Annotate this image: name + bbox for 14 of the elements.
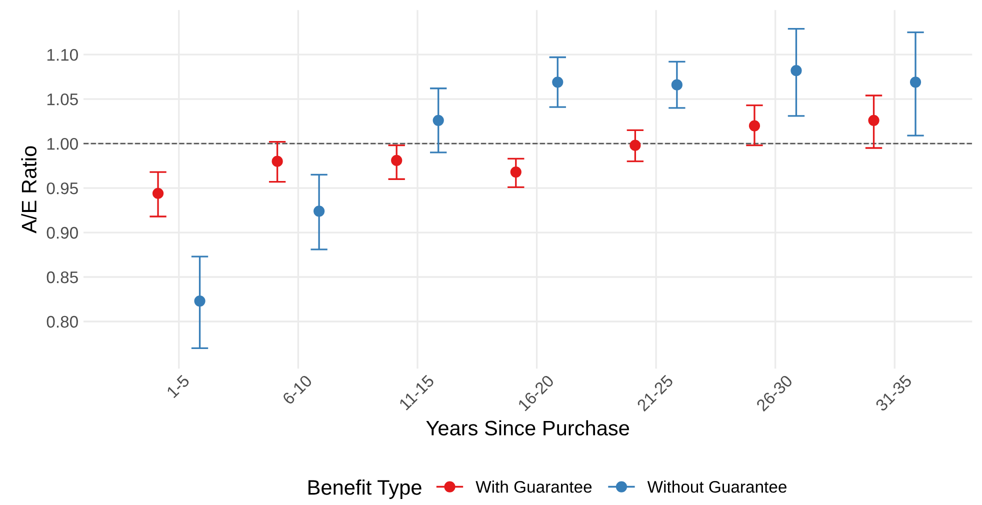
y-tick-label: 0.85	[46, 271, 78, 284]
x-axis-title: Years Since Purchase	[426, 420, 630, 436]
y-tick-label: 0.95	[46, 182, 78, 194]
legend-title: Benefit Type	[308, 480, 422, 499]
legend-label: Without Guarantee	[647, 480, 786, 493]
legend-label: With Guarantee	[476, 480, 592, 493]
y-tick-label: 1.10	[47, 48, 78, 61]
y-tick-label: 0.80	[46, 316, 78, 328]
y-tick-label: 1.05	[47, 93, 78, 106]
y-tick-label: 0.90	[46, 226, 78, 239]
x-tick-label: 6-10	[282, 374, 313, 406]
y-tick-label: 1.00	[47, 138, 78, 150]
x-tick-label: 1-5	[166, 374, 190, 398]
y-axis-title: A/E Ratio	[21, 146, 36, 234]
